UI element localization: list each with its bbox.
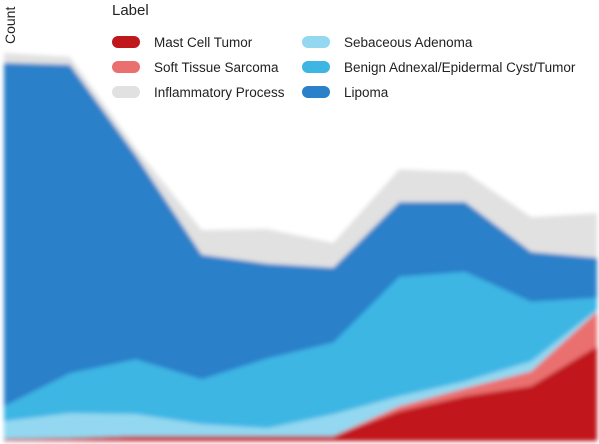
legend-label-sebaceous-adenoma: Sebaceous Adenoma xyxy=(344,34,473,50)
legend-item-sebaceous-adenoma[interactable]: Sebaceous Adenoma xyxy=(302,32,472,52)
legend-label-benign-adnexal-epidermal-cyst-tumor: Benign Adnexal/Epidermal Cyst/Tumor xyxy=(344,59,576,75)
area-mast-cell-tumor xyxy=(4,346,597,441)
legend-swatch-lipoma xyxy=(302,86,330,98)
legend-item-benign-adnexal-epidermal-cyst-tumor[interactable]: Benign Adnexal/Epidermal Cyst/Tumor xyxy=(302,57,575,77)
legend-item-lipoma[interactable]: Lipoma xyxy=(302,82,388,102)
legend-title: Label xyxy=(112,2,149,19)
legend-item-soft-tissue-sarcoma[interactable]: Soft Tissue Sarcoma xyxy=(112,57,279,77)
legend-swatch-mast-cell-tumor xyxy=(112,36,140,48)
area-layers xyxy=(4,53,597,442)
legend-swatch-benign-adnexal-epidermal-cyst-tumor xyxy=(302,61,330,73)
legend-swatch-inflammatory-process xyxy=(112,86,140,98)
legend-label-mast-cell-tumor: Mast Cell Tumor xyxy=(154,34,253,50)
legend: Label Mast Cell Tumor Soft Tissue Sarcom… xyxy=(112,2,592,106)
legend-label-soft-tissue-sarcoma: Soft Tissue Sarcoma xyxy=(154,59,279,75)
legend-item-inflammatory-process[interactable]: Inflammatory Process xyxy=(112,82,285,102)
legend-label-lipoma: Lipoma xyxy=(344,84,389,100)
legend-label-inflammatory-process: Inflammatory Process xyxy=(154,84,285,100)
y-axis-label: Count xyxy=(2,6,18,44)
legend-swatch-sebaceous-adenoma xyxy=(302,36,330,48)
legend-item-mast-cell-tumor[interactable]: Mast Cell Tumor xyxy=(112,32,252,52)
legend-swatch-soft-tissue-sarcoma xyxy=(112,61,140,73)
